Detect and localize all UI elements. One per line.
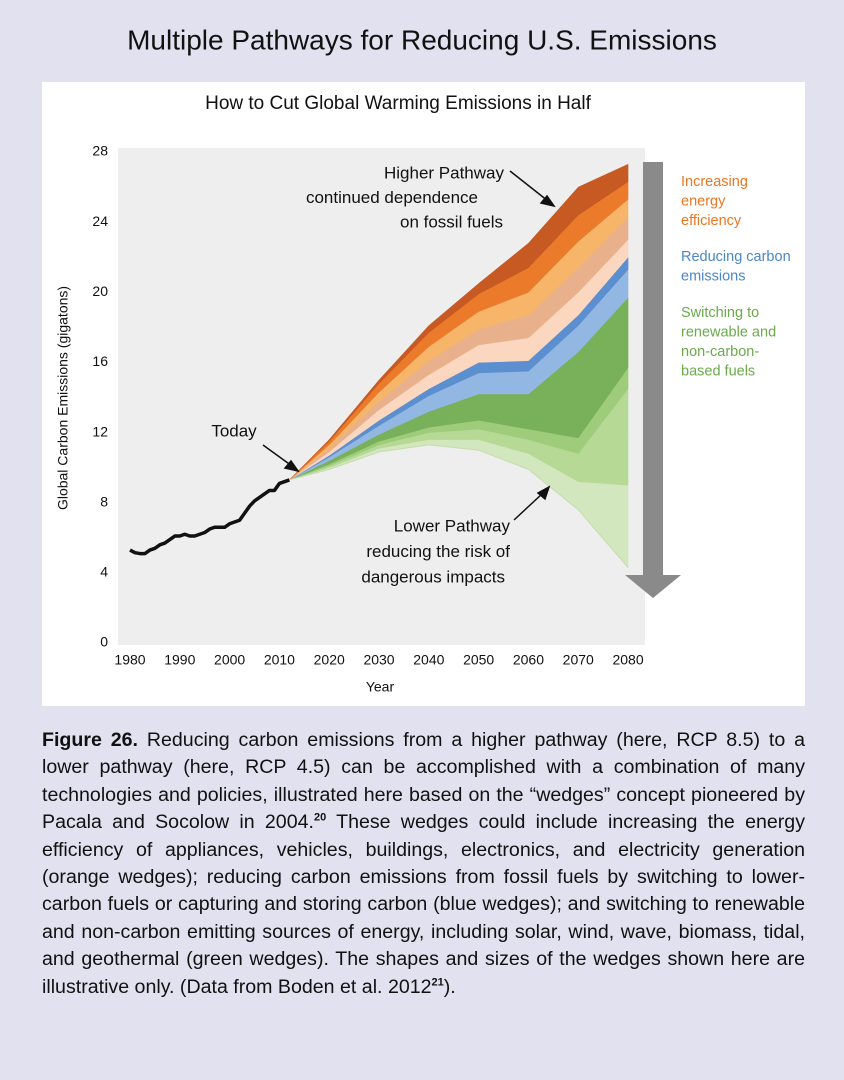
caption-text: Reducing carbon emissions from a higher … — [42, 729, 805, 834]
caption-ref: 20 — [313, 811, 327, 824]
arrow-head — [539, 194, 556, 208]
y-tick-label: 8 — [100, 493, 108, 509]
x-tick-label: 2050 — [463, 652, 494, 668]
arrow-line — [513, 492, 544, 521]
caption-text: These wedges could include increasing th… — [42, 811, 805, 998]
chart: Multiple Pathways for Reducing U.S. Emis… — [42, 24, 805, 706]
wedge-group-label: based fuels — [681, 363, 755, 379]
x-tick-label: 1980 — [114, 652, 145, 668]
y-tick-label: 28 — [92, 143, 108, 159]
historical-line — [129, 478, 290, 556]
lower-pathway — [289, 444, 629, 568]
annotation: continued dependence — [306, 188, 478, 207]
annotation: reducing the risk of — [366, 542, 510, 561]
y-tick-label: 4 — [100, 564, 108, 580]
wedge-group-label: efficiency — [681, 213, 742, 229]
wedge-group-label: Increasing — [681, 174, 748, 190]
reduction-arrow — [625, 162, 681, 598]
caption-text: ). — [443, 975, 456, 998]
x-tick-label: 2070 — [563, 652, 594, 668]
annotation: Lower Pathway — [394, 516, 511, 535]
wedge-group-label: energy — [681, 193, 726, 209]
arrow-head — [536, 485, 551, 501]
wedge-group-label: renewable and — [681, 324, 776, 340]
arrow-shaft — [643, 162, 663, 576]
wedge-group-label: emissions — [681, 268, 745, 284]
x-tick-label: 2000 — [214, 652, 245, 668]
arrow-line — [509, 170, 549, 202]
x-tick-label: 1990 — [164, 652, 195, 668]
x-tick-label: 2010 — [264, 652, 295, 668]
y-tick-label: 12 — [92, 423, 108, 439]
y-tick-label: 16 — [92, 353, 108, 369]
x-tick-label: 2030 — [363, 652, 394, 668]
arrow-head — [283, 459, 300, 473]
figure-caption: Figure 26. Reducing carbon emissions fro… — [42, 727, 805, 1001]
y-tick-label: 0 — [100, 634, 108, 650]
x-tick-label: 2080 — [612, 652, 643, 668]
x-tick-label: 2020 — [314, 652, 345, 668]
wedge-group-label: Switching to — [681, 305, 759, 321]
annotation: on fossil fuels — [400, 212, 503, 231]
annotation: Today — [211, 421, 257, 440]
x-tick-label: 2040 — [413, 652, 444, 668]
wedge — [289, 163, 629, 481]
arrow-head — [625, 575, 681, 598]
arrow-line — [262, 444, 293, 467]
caption-label: Figure 26. — [42, 729, 138, 751]
wedge-group-label: Reducing carbon — [681, 249, 791, 265]
x-tick-label: 2060 — [513, 652, 544, 668]
annotation: dangerous impacts — [361, 567, 505, 586]
page-title: Multiple Pathways for Reducing U.S. Emis… — [127, 24, 717, 55]
chart-title: How to Cut Global Warming Emissions in H… — [205, 93, 591, 114]
y-tick-label: 20 — [92, 283, 108, 299]
annotation-arrows — [262, 170, 556, 521]
annotation: Higher Pathway — [384, 163, 505, 182]
y-tick-label: 24 — [92, 213, 108, 229]
caption-ref: 21 — [431, 976, 444, 989]
wedge-group-label: non-carbon- — [681, 344, 759, 360]
plot-area — [129, 163, 629, 569]
y-axis-title: Global Carbon Emissions (gigatons) — [55, 286, 71, 510]
x-axis-title: Year — [366, 679, 395, 695]
